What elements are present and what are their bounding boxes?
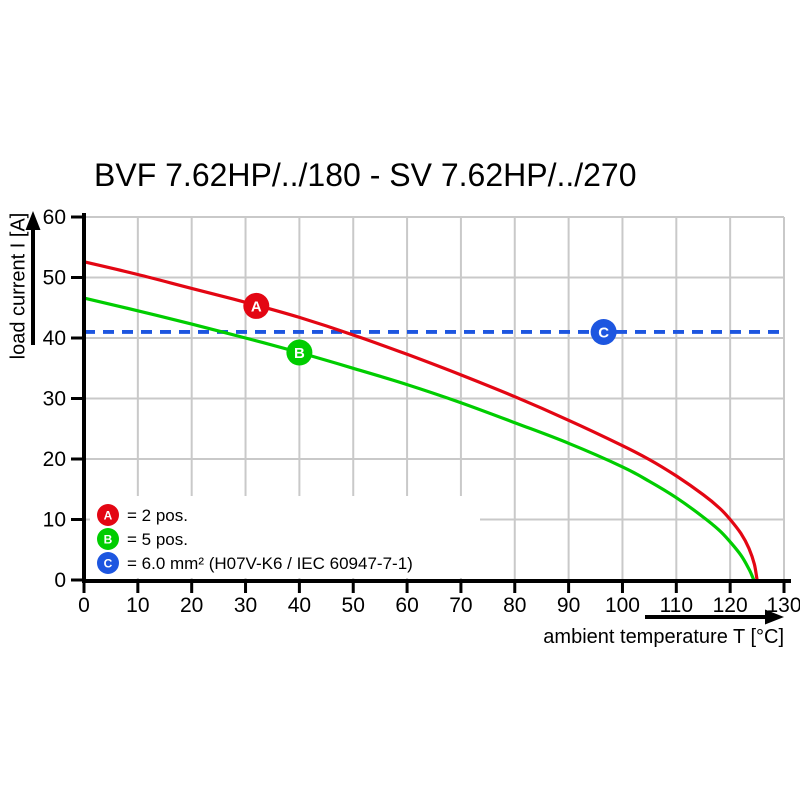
marker-b-badge [286, 339, 313, 366]
x-tick-label: 80 [503, 594, 526, 617]
legend-swatch-a [97, 504, 119, 526]
x-tick-label: 40 [288, 594, 311, 617]
legend-swatch-letter: C [104, 557, 113, 571]
x-tick-label: 120 [713, 594, 748, 617]
marker-b-letter: B [294, 345, 305, 362]
x-tick-label: 30 [234, 594, 257, 617]
legend-item-label: = 2 pos. [127, 506, 188, 525]
marker-a-letter: A [251, 298, 262, 315]
x-axis-arrowhead-icon [765, 609, 784, 625]
y-tick-label: 10 [43, 509, 66, 532]
x-tick-label: 60 [395, 594, 418, 617]
x-tick-label: 90 [557, 594, 580, 617]
x-tick-label: 130 [766, 594, 800, 617]
legend-item-label: = 6.0 mm² (H07V-K6 / IEC 60947-7-1) [127, 554, 413, 573]
x-tick-label: 110 [660, 594, 693, 617]
legend-swatch-b [97, 528, 119, 550]
y-tick-label: 60 [43, 206, 66, 229]
x-axis-label: ambient temperature T [°C] [543, 626, 784, 648]
x-tick-label: 20 [180, 594, 203, 617]
marker-c-badge [590, 318, 617, 345]
y-tick-label: 50 [43, 267, 66, 290]
curve-5pos-line [82, 296, 756, 582]
y-axis-arrowhead-icon [25, 211, 41, 230]
y-tick-label: 0 [54, 569, 66, 592]
y-tick-label: 20 [43, 448, 66, 471]
legend-swatch-c [97, 552, 119, 574]
y-tick-label: 40 [43, 327, 66, 350]
x-tick-label: 70 [449, 594, 472, 617]
marker-a-badge [243, 292, 270, 319]
y-tick-label: 30 [43, 388, 66, 411]
legend-swatch-letter: A [104, 509, 113, 523]
marker-c-letter: C [598, 324, 609, 341]
chart-title: BVF 7.62HP/../180 - SV 7.62HP/../270 [94, 157, 637, 193]
x-tick-label: 0 [78, 594, 90, 617]
legend-background [90, 496, 480, 578]
legend-swatch-letter: B [104, 533, 113, 547]
x-tick-label: 10 [126, 594, 149, 617]
x-tick-label: 100 [605, 594, 640, 617]
legend-item-label: = 5 pos. [127, 530, 188, 549]
x-tick-label: 50 [342, 594, 365, 617]
